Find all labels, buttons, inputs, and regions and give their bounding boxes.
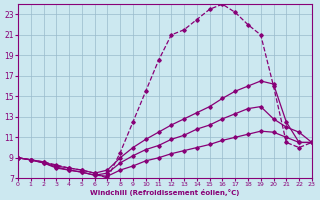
X-axis label: Windchill (Refroidissement éolien,°C): Windchill (Refroidissement éolien,°C) — [90, 189, 240, 196]
